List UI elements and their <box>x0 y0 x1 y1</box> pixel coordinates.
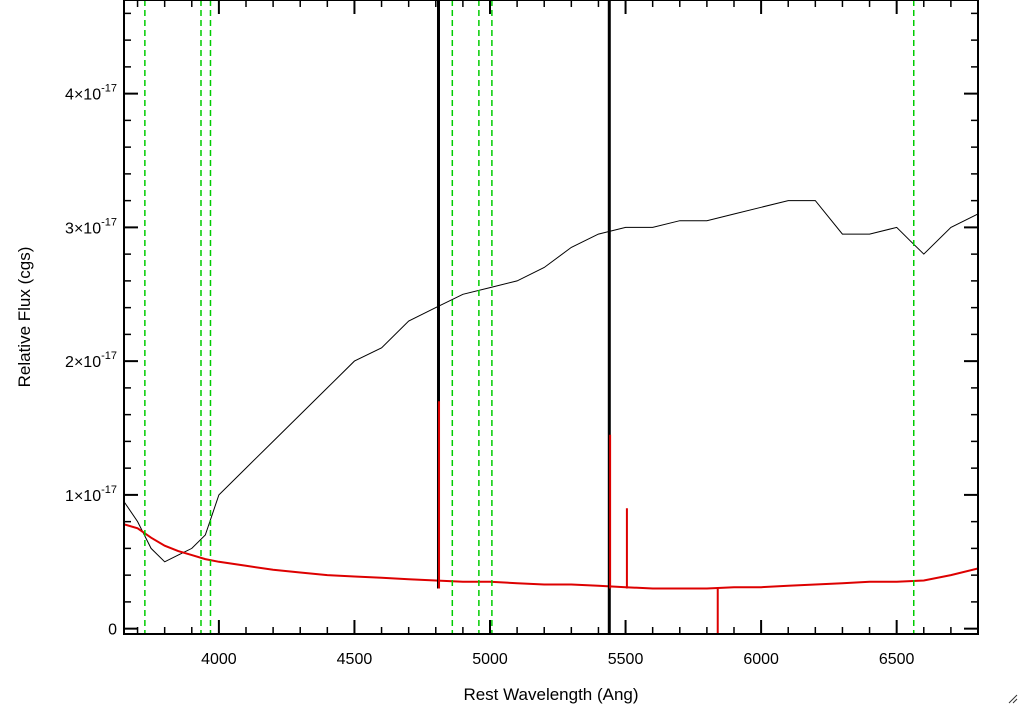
resize-grip-icon[interactable] <box>1006 692 1018 704</box>
y-tick-label: 3×10-17 <box>65 216 117 237</box>
x-tick-label: 5000 <box>472 651 508 668</box>
axis-ticks: 4000 4500 5000 5500 6000 6500 0 1×10-17 2×10-17 3… <box>65 0 979 668</box>
y-tick-label: 1×10-17 <box>65 484 117 505</box>
plot-frame <box>123 0 979 635</box>
y-tick-label: 0 <box>108 622 117 639</box>
y-tick-label: 4×10-17 <box>65 83 117 104</box>
y-tick-label: 2×10-17 <box>65 350 117 371</box>
plot-area <box>124 0 978 634</box>
plot-content <box>124 0 978 634</box>
x-tick-label: 6500 <box>879 651 915 668</box>
x-tick-label: 4000 <box>201 651 237 668</box>
y-axis-title: Relative Flux (cgs) <box>15 247 34 388</box>
x-tick-label: 6000 <box>743 651 779 668</box>
x-axis-title: Rest Wavelength (Ang) <box>463 685 638 704</box>
x-tick-label: 4500 <box>337 651 373 668</box>
spectrum-series-1 <box>124 200 978 563</box>
x-tick-label: 5500 <box>608 651 644 668</box>
spectrum-series-2 <box>124 523 978 590</box>
